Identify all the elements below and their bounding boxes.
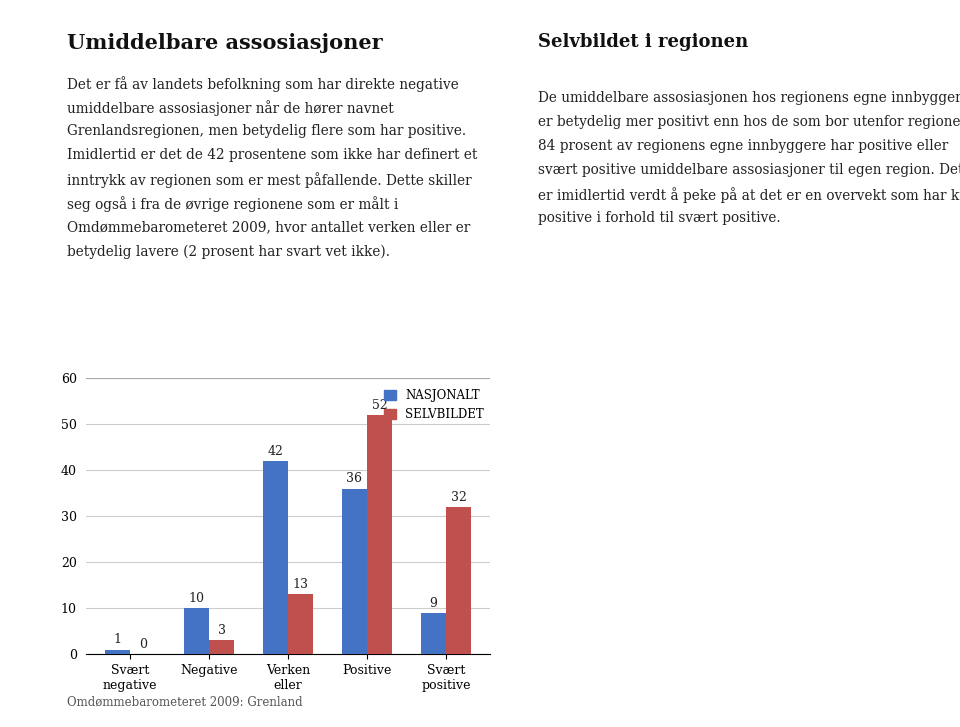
Bar <box>209 640 234 654</box>
Text: 52: 52 <box>372 398 388 411</box>
Text: Selvbildet i regionen: Selvbildet i regionen <box>538 33 748 51</box>
Text: 0: 0 <box>138 638 147 651</box>
Text: 36: 36 <box>347 473 362 486</box>
Text: er betydelig mer positivt enn hos de som bor utenfor regionen.: er betydelig mer positivt enn hos de som… <box>538 115 960 129</box>
Text: betydelig lavere (2 prosent har svart vet ikke).: betydelig lavere (2 prosent har svart ve… <box>67 244 390 259</box>
Text: 84 prosent av regionens egne innbyggere har positive eller: 84 prosent av regionens egne innbyggere … <box>538 139 948 153</box>
Text: seg også i fra de øvrige regionene som er målt i: seg også i fra de øvrige regionene som e… <box>67 196 398 212</box>
Bar <box>342 489 367 654</box>
Text: umiddelbare assosiasjoner når de hører navnet: umiddelbare assosiasjoner når de hører n… <box>67 100 394 116</box>
Text: Imidlertid er det de 42 prosentene som ikke har definert et: Imidlertid er det de 42 prosentene som i… <box>67 148 477 162</box>
Text: Umiddelbare assosiasjoner: Umiddelbare assosiasjoner <box>67 33 383 53</box>
Text: 9: 9 <box>429 597 438 610</box>
Bar <box>183 608 209 654</box>
Text: 3: 3 <box>218 624 226 638</box>
Text: De umiddelbare assosiasjonen hos regionens egne innbyggere: De umiddelbare assosiasjonen hos regione… <box>538 91 960 105</box>
Text: Det er få av landets befolkning som har direkte negative: Det er få av landets befolkning som har … <box>67 76 459 92</box>
Bar <box>420 613 446 654</box>
Bar <box>288 595 313 654</box>
Legend: NASJONALT, SELVBILDET: NASJONALT, SELVBILDET <box>384 390 484 422</box>
Text: Omdømmebarometeret 2009: Grenland: Omdømmebarometeret 2009: Grenland <box>67 696 302 709</box>
Text: Omdømmebarometeret 2009, hvor antallet verken eller er: Omdømmebarometeret 2009, hvor antallet v… <box>67 220 470 234</box>
Text: positive i forhold til svært positive.: positive i forhold til svært positive. <box>538 211 780 225</box>
Text: 13: 13 <box>293 578 308 591</box>
Text: 10: 10 <box>188 592 204 605</box>
Bar <box>446 507 471 654</box>
Text: 42: 42 <box>268 445 283 458</box>
Text: 32: 32 <box>450 491 467 504</box>
Bar <box>263 461 288 654</box>
Bar <box>367 415 393 654</box>
Text: 1: 1 <box>113 633 121 646</box>
Text: inntrykk av regionen som er mest påfallende. Dette skiller: inntrykk av regionen som er mest påfalle… <box>67 172 471 188</box>
Text: svært positive umiddelbare assosiasjoner til egen region. Det: svært positive umiddelbare assosiasjoner… <box>538 163 960 177</box>
Text: Grenlandsregionen, men betydelig flere som har positive.: Grenlandsregionen, men betydelig flere s… <box>67 124 467 138</box>
Text: er imidlertid verdt å peke på at det er en overvekt som har kun: er imidlertid verdt å peke på at det er … <box>538 187 960 203</box>
Bar <box>105 650 130 654</box>
